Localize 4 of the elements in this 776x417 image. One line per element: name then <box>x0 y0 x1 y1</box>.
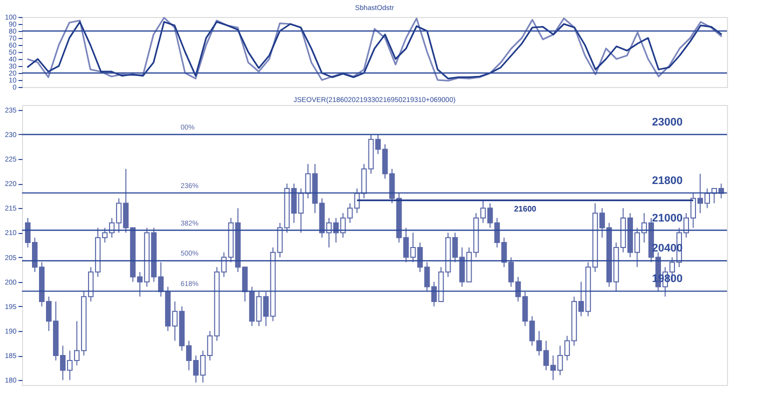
series-label: 21600 <box>514 204 537 214</box>
annotation: 21000 <box>652 212 683 224</box>
annotation: 21800 <box>652 174 683 187</box>
annotation: 23000 <box>652 116 683 128</box>
